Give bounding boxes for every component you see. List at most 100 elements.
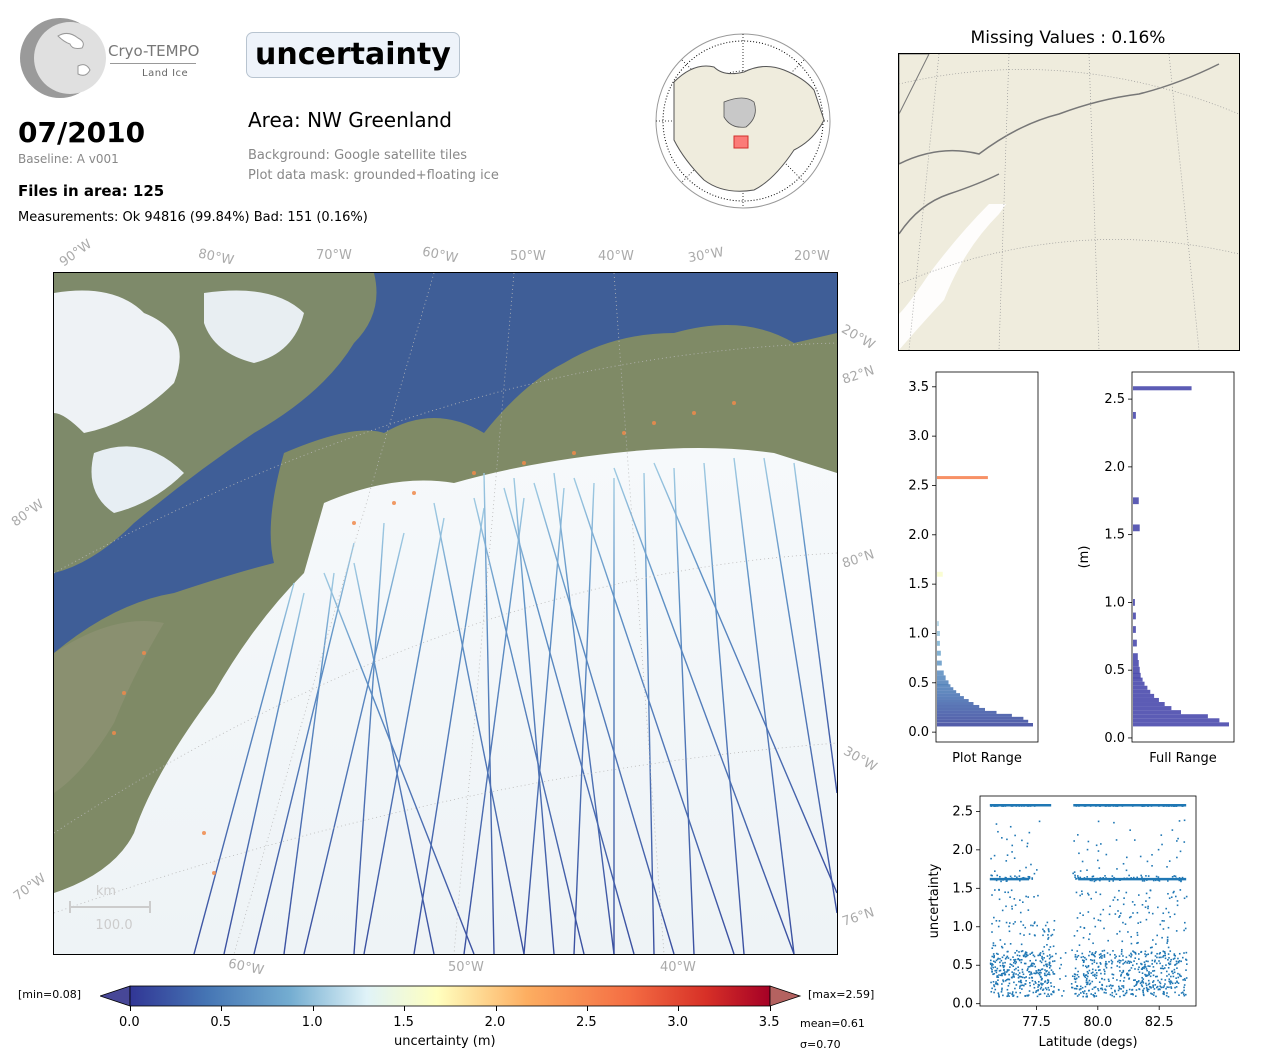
- ground-track-line: [703, 462, 745, 954]
- scatter-point: [1162, 956, 1164, 958]
- scatter-point: [991, 968, 993, 971]
- scatter-point: [1137, 968, 1140, 971]
- logo-subtitle: Land Ice: [142, 68, 189, 79]
- scatter-point: [1114, 957, 1116, 959]
- scatter-point: [999, 957, 1001, 960]
- scatter-point: [1044, 981, 1046, 983]
- scatter-point: [1094, 952, 1096, 955]
- colorbar-tick-label: 2.0: [484, 1015, 506, 1030]
- scatter-point: [1118, 961, 1121, 964]
- scatter-point: [1049, 965, 1052, 967]
- scatter-point: [1047, 938, 1049, 940]
- scatter-point: [1041, 977, 1043, 980]
- scatter-point: [997, 957, 1000, 960]
- scatter-point: [1076, 950, 1079, 952]
- scatter-point: [1073, 871, 1076, 873]
- scatter-point: [1122, 921, 1124, 924]
- scatter-point: [1119, 995, 1121, 998]
- scatter-point: [1020, 958, 1023, 961]
- scatter-point: [1044, 980, 1047, 982]
- scatter-point: [1076, 985, 1079, 988]
- scatter-point: [1052, 991, 1055, 994]
- scatter-point: [1171, 982, 1174, 985]
- scatter-point: [1082, 995, 1084, 998]
- scatter-point: [1093, 975, 1096, 977]
- scatter-point: [1018, 875, 1021, 877]
- colorbar-tick-label: 3.0: [667, 1015, 689, 1030]
- scatter-point: [1016, 995, 1019, 998]
- scatter-point: [1156, 975, 1158, 978]
- scatter-point: [1042, 982, 1044, 985]
- hist-tick-label: 1.0: [1104, 595, 1125, 610]
- scatter-point: [1173, 913, 1176, 916]
- colorbar-min: [min=0.08]: [18, 988, 82, 1001]
- scatter-point: [1095, 974, 1098, 977]
- scatter-point: [1165, 987, 1167, 990]
- scatter-point: [1050, 993, 1053, 996]
- scatter-point: [1168, 978, 1171, 981]
- scatter-point: [1025, 866, 1027, 869]
- hist-bar: [1133, 689, 1151, 694]
- hist-ylabel: (m): [1077, 546, 1092, 569]
- scatter-point: [1077, 876, 1080, 879]
- scatter-point: [1103, 991, 1106, 994]
- scatter-point: [1042, 934, 1044, 937]
- scatter-point: [1052, 990, 1055, 993]
- colorbar-sigma: σ=0.70: [800, 1038, 841, 1051]
- scatter-point: [1168, 860, 1171, 862]
- scatter-point: [1105, 966, 1108, 969]
- scatter-point: [1041, 950, 1044, 953]
- scatter-point: [1023, 976, 1026, 979]
- scatter-point: [1169, 950, 1172, 952]
- scatter-point: [1018, 951, 1020, 953]
- scatter-point: [1081, 893, 1083, 895]
- scatter-point: [1158, 953, 1161, 955]
- area-name: Area: NW Greenland: [248, 108, 452, 132]
- scatter-point: [1142, 978, 1145, 980]
- scatter-point: [1157, 979, 1159, 982]
- scatter-point: [1033, 921, 1036, 923]
- scatter-point: [1148, 971, 1150, 973]
- scatter-point: [1039, 993, 1042, 995]
- scatter-point: [1004, 943, 1006, 945]
- scatter-ytick-label: 1.0: [952, 920, 973, 935]
- hist-tick-label: 0.0: [1104, 731, 1125, 746]
- scatter-point: [1094, 969, 1097, 972]
- scatter-point: [1154, 959, 1156, 962]
- scatter-point: [1145, 918, 1148, 921]
- scatter-point: [1183, 929, 1185, 932]
- scatter-point: [1005, 956, 1008, 959]
- scatter-point: [1103, 956, 1106, 958]
- scatter-point: [1167, 962, 1170, 965]
- lon-label-90w: 90°W: [57, 236, 95, 271]
- scatter-point: [998, 970, 1001, 972]
- scatter-point: [1036, 995, 1039, 998]
- scatter-point: [1160, 978, 1163, 981]
- scatter-point: [1076, 956, 1078, 958]
- scatter-point: [1038, 971, 1041, 974]
- scatter-point: [1095, 844, 1098, 847]
- scatter-point: [1167, 995, 1170, 998]
- scatter-point: [1091, 962, 1094, 965]
- scatter-point: [1137, 922, 1139, 924]
- scatter-point: [1012, 994, 1015, 997]
- scatter-point: [1125, 869, 1128, 872]
- scatter-point: [1075, 878, 1077, 880]
- scatter-point: [1087, 964, 1090, 967]
- scatter-point: [1128, 962, 1131, 964]
- scatter-point: [1113, 995, 1115, 998]
- hist-bar: [1133, 386, 1192, 391]
- scatter-point: [1053, 986, 1055, 988]
- scatter-point: [1136, 934, 1139, 936]
- scatter-point: [1134, 968, 1136, 970]
- scatter-point: [1013, 898, 1016, 900]
- hist-bar: [1133, 666, 1140, 674]
- scatter-point: [1006, 995, 1009, 998]
- scatter-point: [1133, 979, 1135, 982]
- scatter-point: [1133, 960, 1135, 962]
- scatter-point: [1077, 976, 1080, 978]
- scatter-point: [1143, 966, 1146, 968]
- scatter-point: [1122, 963, 1124, 965]
- scatter-point: [1032, 991, 1035, 994]
- scatter-point: [1016, 876, 1018, 879]
